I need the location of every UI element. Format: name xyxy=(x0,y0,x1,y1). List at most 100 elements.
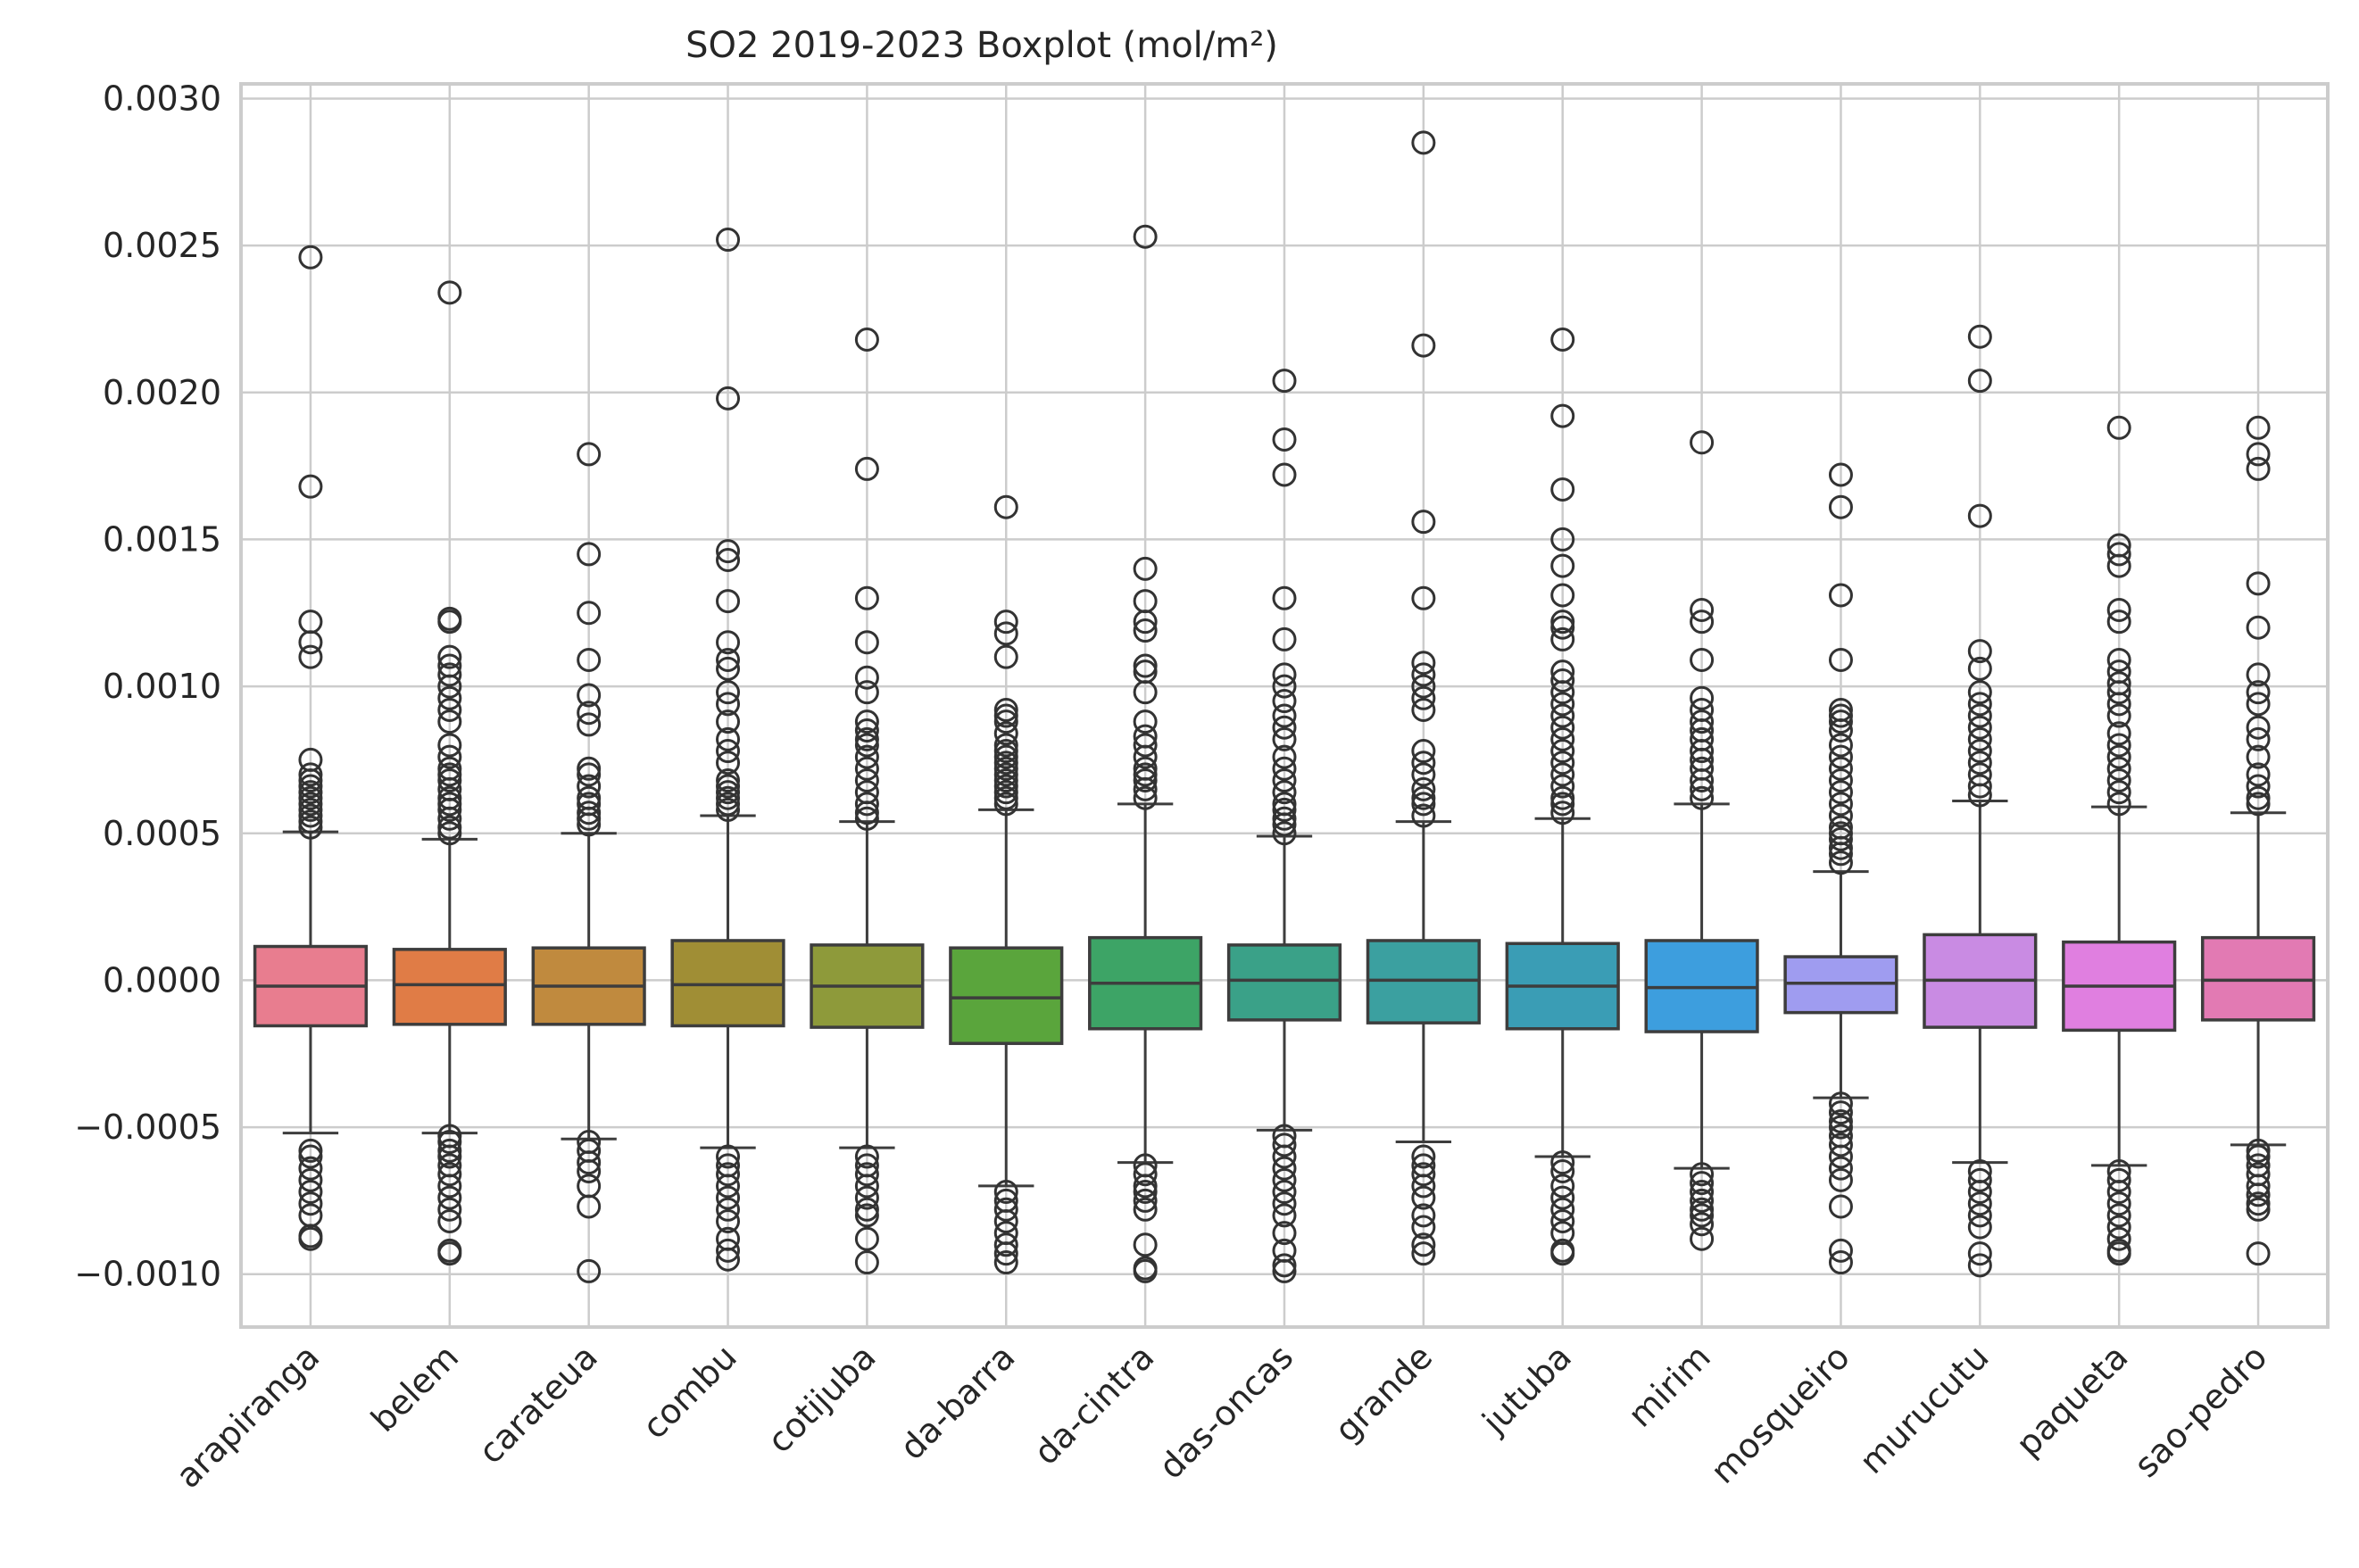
outlier-point xyxy=(854,756,879,781)
outlier-point xyxy=(298,1167,323,1192)
box-group-das-oncas xyxy=(1226,369,1342,1283)
outlier-point xyxy=(1411,751,1436,776)
outlier-point xyxy=(1550,726,1575,751)
outlier-point xyxy=(1411,739,1436,764)
outlier-point xyxy=(298,785,323,810)
outlier-point xyxy=(854,1226,879,1251)
outlier-point xyxy=(437,733,462,758)
outlier-point xyxy=(1828,835,1853,860)
box xyxy=(1226,943,1342,1022)
outlier-point xyxy=(854,1250,879,1275)
outlier-point xyxy=(2106,780,2131,805)
outlier-point xyxy=(298,767,323,792)
outlier-point xyxy=(1828,803,1853,828)
outlier-point xyxy=(1133,1188,1158,1213)
outlier-point xyxy=(577,701,602,726)
outlier-point xyxy=(577,756,602,781)
outlier-point xyxy=(1411,1174,1436,1199)
outlier-point xyxy=(2246,615,2271,640)
outlier-point xyxy=(2246,792,2271,817)
outlier-point xyxy=(1690,1197,1715,1222)
outlier-point xyxy=(1967,692,1992,717)
outlier-point xyxy=(716,656,741,681)
outlier-point xyxy=(298,774,323,799)
outlier-point xyxy=(1690,739,1715,764)
outlier-point xyxy=(1133,1197,1158,1222)
outlier-point xyxy=(437,644,462,669)
outlier-point xyxy=(993,739,1018,764)
x-tick-label: grande xyxy=(1327,1337,1440,1449)
outlier-point xyxy=(1411,1232,1436,1257)
outlier-point xyxy=(716,1174,741,1199)
outlier-point xyxy=(2246,774,2271,799)
outlier-point xyxy=(716,767,741,792)
outlier-point xyxy=(577,1194,602,1219)
outlier-point xyxy=(2246,1144,2271,1169)
outlier-point xyxy=(1272,689,1297,714)
outlier-point xyxy=(1272,462,1297,487)
outlier-point xyxy=(1967,1215,1992,1240)
outlier-point xyxy=(1967,1253,1992,1278)
outlier-point xyxy=(1828,792,1853,817)
outlier-point xyxy=(1272,756,1297,781)
outlier-point xyxy=(298,1156,323,1181)
box-group-murucutu xyxy=(1923,324,2038,1278)
outlier-point xyxy=(437,709,462,734)
outlier-point xyxy=(1690,776,1715,801)
outlier-point xyxy=(716,630,741,655)
outlier-point xyxy=(716,1185,741,1210)
outlier-point xyxy=(1272,662,1297,687)
boxes-layer xyxy=(253,130,2316,1283)
outlier-point xyxy=(1828,494,1853,519)
outlier-point xyxy=(1133,1174,1158,1199)
outlier-point xyxy=(1550,774,1575,799)
outlier-point xyxy=(2106,542,2131,567)
outlier-point xyxy=(298,815,323,840)
outlier-point xyxy=(1411,1241,1436,1266)
outlier-point xyxy=(1967,726,1992,751)
x-tick-label: jutuba xyxy=(1474,1337,1579,1441)
outlier-point xyxy=(1828,826,1853,851)
outlier-point xyxy=(1272,1180,1297,1205)
outlier-point xyxy=(1133,762,1158,787)
outlier-point xyxy=(716,228,741,253)
outlier-point xyxy=(993,733,1018,758)
outlier-point xyxy=(1272,674,1297,699)
outlier-point xyxy=(1828,1167,1853,1192)
outlier-point xyxy=(1828,718,1853,743)
x-tick-label: mosqueiro xyxy=(1703,1337,1857,1491)
outlier-point xyxy=(2106,1241,2131,1266)
outlier-point xyxy=(1828,1238,1853,1263)
outlier-point xyxy=(1550,328,1575,353)
y-tick-label: 0.0030 xyxy=(103,79,221,118)
outlier-point xyxy=(437,1144,462,1169)
box-group-grande xyxy=(1366,130,1481,1266)
outlier-point xyxy=(1967,1241,1992,1266)
outlier-point xyxy=(437,1162,462,1187)
outlier-point xyxy=(1967,1203,1992,1228)
outlier-point xyxy=(1133,653,1158,678)
outlier-point xyxy=(1133,1162,1158,1187)
outlier-point xyxy=(993,785,1018,810)
outlier-point xyxy=(993,1241,1018,1266)
outlier-point xyxy=(2246,456,2271,481)
outlier-point xyxy=(2246,762,2271,787)
outlier-point xyxy=(1690,785,1715,810)
outlier-point xyxy=(2106,415,2131,440)
outlier-point xyxy=(1967,1180,1992,1205)
outlier-point xyxy=(1133,709,1158,734)
outlier-point xyxy=(993,774,1018,799)
outlier-point xyxy=(716,792,741,817)
outlier-point xyxy=(854,801,879,825)
x-tick-label: paqueta xyxy=(2008,1337,2135,1464)
outlier-point xyxy=(854,709,879,734)
outlier-point xyxy=(2246,1174,2271,1199)
outlier-point xyxy=(716,1144,741,1169)
y-tick-label: −0.0005 xyxy=(74,1108,221,1147)
outlier-point xyxy=(1272,744,1297,769)
outlier-point xyxy=(1272,806,1297,831)
outlier-point xyxy=(1967,751,1992,776)
outlier-point xyxy=(437,1208,462,1233)
outlier-point xyxy=(2246,726,2271,751)
